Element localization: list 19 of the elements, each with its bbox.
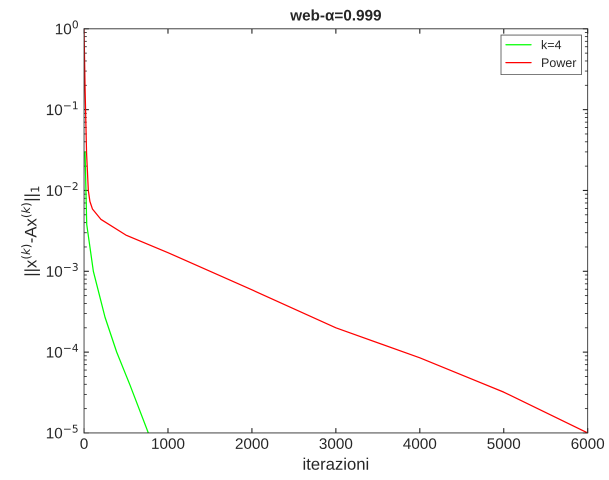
x-tick-label: 1000 bbox=[152, 438, 184, 450]
legend-label: k=4 bbox=[542, 40, 562, 50]
x-tick-label: 0 bbox=[80, 438, 88, 450]
y-tick-label: 10$^{−1}$ bbox=[46, 101, 78, 116]
x-tick-label: 2000 bbox=[236, 438, 268, 450]
legend-label: Power bbox=[542, 58, 576, 68]
y-tick-label: 10$^{−2}$ bbox=[46, 182, 78, 196]
x-axis-title: iterazioni bbox=[304, 458, 368, 470]
x-tick-label: 3000 bbox=[319, 438, 352, 450]
x-tick-label: 6000 bbox=[571, 438, 604, 450]
y-axis-title: ||x$^{(k)}$-Ax$^{(k)}$||$_{1}$ bbox=[21, 186, 40, 276]
x-tick-label: 5000 bbox=[487, 438, 520, 450]
line-series bbox=[84, 151, 149, 433]
y-tick-label: 10$^{0}$ bbox=[56, 20, 78, 34]
y-tick-label: 10$^{−3}$ bbox=[46, 262, 78, 277]
y-tick-label: 10$^{−4}$ bbox=[46, 344, 78, 358]
chart-title: web-α=0.999 bbox=[290, 9, 381, 21]
x-tick-label: 4000 bbox=[403, 438, 436, 450]
y-tick-label: 10$^{−5}$ bbox=[46, 424, 78, 439]
